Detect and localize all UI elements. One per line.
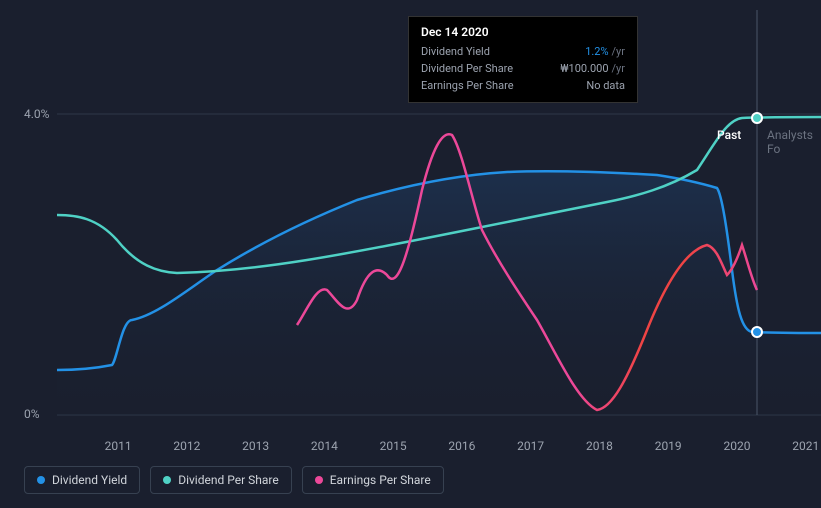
y-axis-tick: 4.0% <box>24 107 49 121</box>
tooltip-row-value: 1.2% <box>585 45 608 58</box>
tooltip-row-value: ₩100.000 <box>560 62 608 75</box>
chart-legend: Dividend Yield Dividend Per Share Earnings… <box>24 466 444 494</box>
tooltip-row-label: Dividend Per Share <box>421 62 513 75</box>
tooltip-row-label: Earnings Per Share <box>421 79 514 92</box>
chart-tooltip: Dec 14 2020 Dividend Yield1.2%/yrDividen… <box>408 16 638 103</box>
x-axis-tick: 2013 <box>242 439 269 453</box>
y-axis-tick: 0% <box>24 407 40 421</box>
tooltip-date: Dec 14 2020 <box>421 25 625 39</box>
legend-item[interactable]: Earnings Per Share <box>302 466 444 494</box>
tooltip-row-value: No data <box>586 79 625 92</box>
legend-label: Dividend Per Share <box>178 473 279 487</box>
tooltip-row-label: Dividend Yield <box>421 45 490 58</box>
x-axis-tick: 2011 <box>105 439 132 453</box>
dividend-chart: Past Analysts Fo 4.0% 0% 2011 2012 2013 2014… <box>0 0 821 508</box>
x-axis-tick: 2014 <box>311 439 338 453</box>
yield-marker-dot <box>752 327 762 337</box>
forecast-label: Analysts Fo <box>767 128 821 156</box>
x-axis-tick: 2018 <box>586 439 613 453</box>
tooltip-row-unit: /yr <box>612 45 625 58</box>
dividend-yield-area <box>57 171 821 415</box>
dps-marker-dot <box>752 113 762 123</box>
tooltip-row: Dividend Yield 1.2% /yr <box>421 43 625 60</box>
legend-item[interactable]: Dividend Per Share <box>150 466 292 494</box>
x-axis-tick: 2019 <box>655 439 682 453</box>
x-axis-tick: 2015 <box>380 439 407 453</box>
legend-dot-icon <box>37 476 45 484</box>
x-axis-tick: 2012 <box>173 439 200 453</box>
tooltip-row-unit: /yr <box>612 62 625 75</box>
legend-dot-icon <box>315 476 323 484</box>
x-axis-tick: 2021 <box>792 439 819 453</box>
legend-label: Earnings Per Share <box>330 473 431 487</box>
legend-dot-icon <box>163 476 171 484</box>
legend-item[interactable]: Dividend Yield <box>24 466 140 494</box>
past-label: Past <box>717 128 741 142</box>
tooltip-row: Dividend Per Share ₩100.000/yr <box>421 60 625 77</box>
x-axis-tick: 2017 <box>517 439 544 453</box>
x-axis-tick: 2016 <box>448 439 475 453</box>
legend-label: Dividend Yield <box>52 473 127 487</box>
tooltip-row: Earnings Per Share No data <box>421 77 625 94</box>
x-axis-tick: 2020 <box>723 439 750 453</box>
